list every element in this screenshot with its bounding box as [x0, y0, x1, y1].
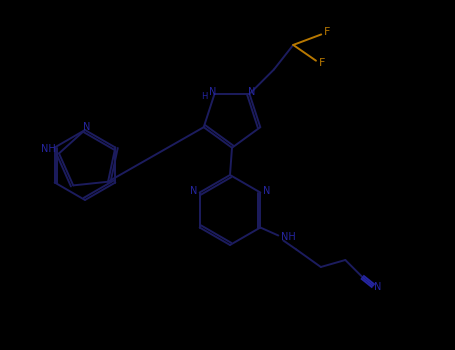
Text: N: N [263, 186, 270, 196]
Text: N: N [248, 87, 255, 97]
Text: N: N [190, 186, 197, 196]
Text: H: H [201, 92, 207, 102]
Text: NH: NH [281, 232, 296, 243]
Text: N: N [83, 122, 91, 132]
Text: N: N [374, 282, 381, 293]
Text: N: N [209, 87, 216, 97]
Text: F: F [319, 58, 325, 68]
Text: NH: NH [41, 145, 56, 154]
Text: F: F [324, 27, 330, 37]
